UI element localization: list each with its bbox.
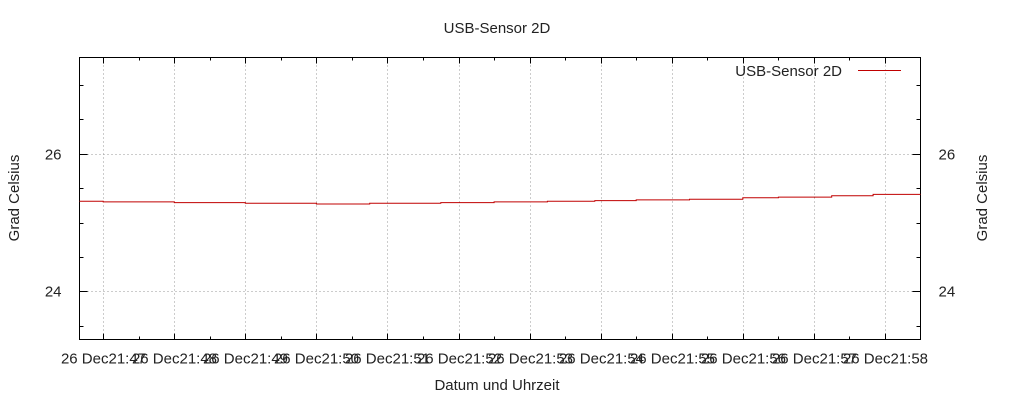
chart-title: USB-Sensor 2D: [444, 20, 551, 37]
series-layer: [79, 193, 921, 205]
x-tick-label: 26 Dec21:58: [843, 351, 928, 368]
x-tick-label: 26 Dec21:49: [203, 351, 288, 368]
y-tick-label-right: 26: [939, 147, 956, 164]
legend-label: USB-Sensor 2D: [735, 63, 842, 80]
x-axis-label: Datum und Uhrzeit: [434, 377, 560, 394]
x-tick-label: 26 Dec21:57: [772, 351, 857, 368]
plot-frame: [79, 57, 921, 340]
grid: [79, 57, 921, 340]
y-axis-label-right: Grad Celsius: [974, 155, 991, 242]
x-tick-label: 26 Dec21:47: [61, 351, 146, 368]
x-tick-label: 26 Dec21:50: [274, 351, 359, 368]
x-tick-label: 26 Dec21:56: [701, 351, 786, 368]
y-tick-label-left: 26: [45, 147, 62, 164]
y-axis-label-left: Grad Celsius: [6, 155, 23, 242]
x-tick-label: 26 Dec21:48: [132, 351, 217, 368]
legend: USB-Sensor 2D: [735, 63, 901, 80]
x-tick-label: 26 Dec21:54: [559, 351, 644, 368]
x-tick-label: 26 Dec21:53: [488, 351, 573, 368]
x-tick-label: 26 Dec21:55: [630, 351, 715, 368]
x-tick-label: 26 Dec21:52: [417, 351, 502, 368]
y-tick-label-left: 24: [45, 284, 62, 301]
x-tick-label: 26 Dec21:51: [345, 351, 430, 368]
series-line: [79, 193, 921, 205]
y-tick-label-right: 24: [939, 284, 956, 301]
